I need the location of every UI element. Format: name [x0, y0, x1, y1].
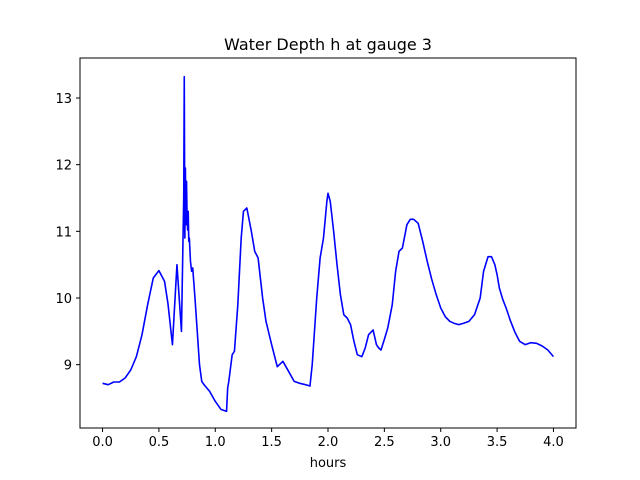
x-tick-label: 4.0 [543, 435, 564, 450]
y-tick-label: 12 [55, 159, 72, 174]
chart-title: Water Depth h at gauge 3 [224, 35, 432, 54]
y-tick-label: 10 [55, 292, 72, 307]
plot-frame [79, 57, 577, 429]
x-tick-label: 0.0 [92, 435, 113, 450]
y-tick-label: 13 [55, 92, 72, 107]
x-tick-label: 3.5 [487, 435, 508, 450]
tick-layer: 0.0 0.5 1.0 1.5 2.0 2.5 3.0 3.5 4.0 9 10 11 12 13 [55, 92, 563, 450]
x-tick-label: 2.5 [374, 435, 395, 450]
x-tick-label: 1.5 [261, 435, 282, 450]
x-axis-label: hours [310, 456, 347, 471]
y-tick-label: 11 [55, 225, 72, 240]
x-tick-label: 3.0 [430, 435, 451, 450]
series-line [102, 75, 555, 413]
x-tick-label: 0.5 [149, 435, 170, 450]
x-tick-label: 1.0 [205, 435, 226, 450]
y-tick-label: 9 [64, 359, 72, 374]
x-tick-label: 2.0 [318, 435, 339, 450]
